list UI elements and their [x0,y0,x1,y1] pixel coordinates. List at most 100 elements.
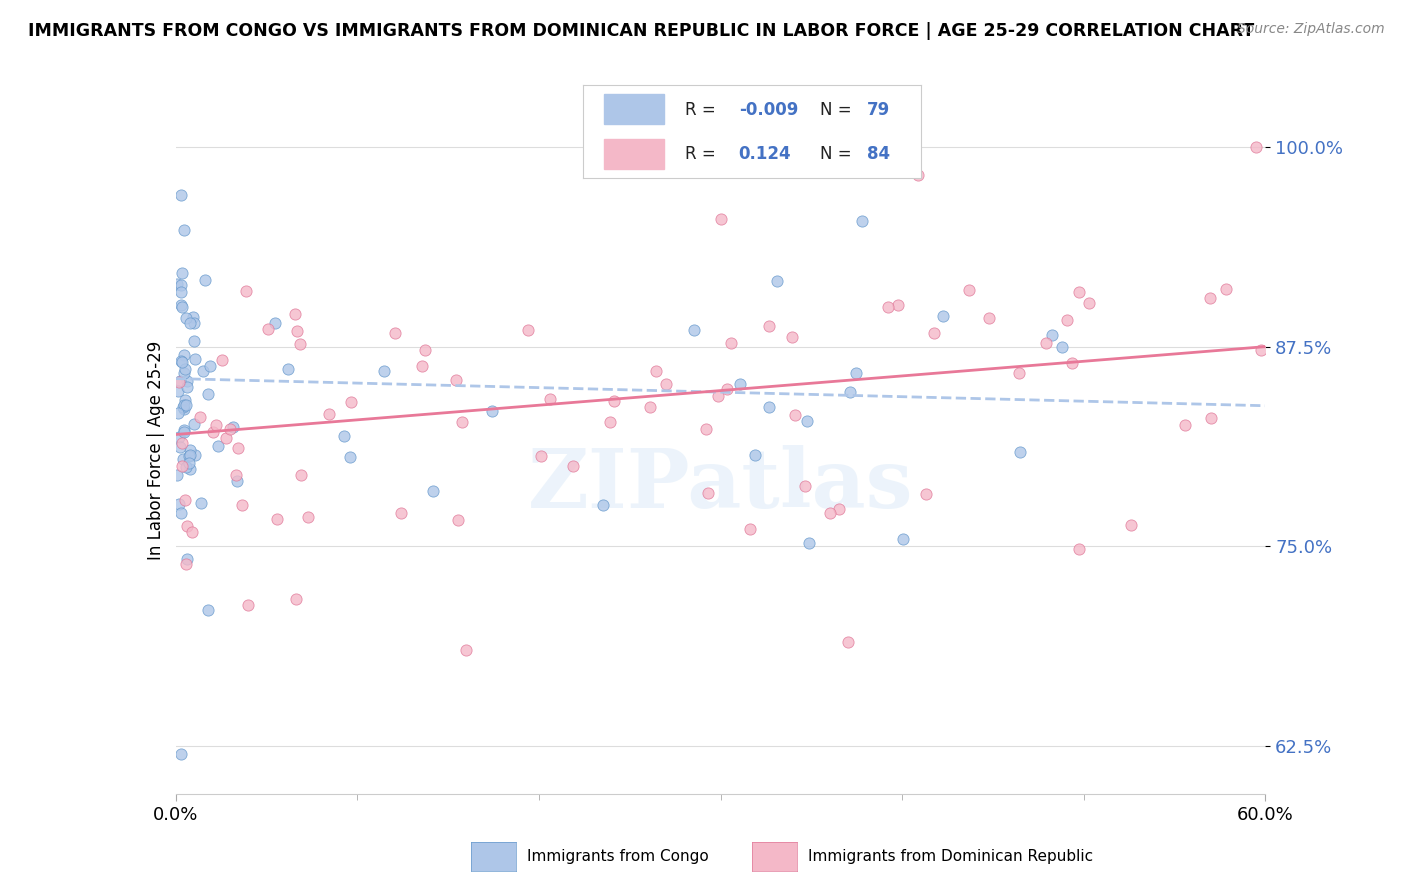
Point [887,297,910,311]
Point [226,475,249,489]
Text: 79: 79 [868,101,890,119]
Point [780,330,803,344]
Text: N =: N = [820,101,851,119]
Point [174,362,197,376]
Point [638,400,661,414]
Point [183,334,205,349]
Point [695,422,717,436]
Point [183,417,205,432]
Point [173,348,195,362]
Point [288,337,311,351]
Point [193,364,215,378]
Point [176,374,198,388]
Point [207,439,229,453]
Point [205,418,228,433]
Point [728,377,751,392]
Point [1278,402,1301,417]
Point [1286,238,1309,252]
Point [654,377,676,392]
Point [1056,313,1078,327]
Point [174,557,197,571]
Point [172,300,194,314]
Point [456,643,478,657]
Point [170,277,193,292]
Point [176,552,198,566]
Point [1067,285,1090,300]
Point [211,353,233,368]
Point [1050,340,1073,354]
Point [450,415,472,429]
Point [1042,327,1064,342]
Point [170,458,193,473]
Point [297,510,319,524]
Y-axis label: In Labor Force | Age 25-29: In Labor Force | Age 25-29 [146,341,165,560]
Point [1008,366,1031,380]
Point [924,326,946,340]
Point [179,462,201,476]
Point [766,274,789,288]
Point [170,354,193,368]
Point [194,273,217,287]
Point [530,449,553,463]
Point [170,507,193,521]
Point [190,496,212,510]
Point [411,359,433,374]
Point [284,307,307,321]
Point [851,214,873,228]
Point [174,492,197,507]
Point [373,364,395,378]
Point [181,525,204,540]
Point [169,298,191,312]
Point [198,359,221,373]
Point [179,448,201,462]
Point [170,187,193,202]
Point [174,392,197,407]
Point [758,400,780,414]
Point [339,395,361,409]
Point [170,747,193,761]
Point [339,450,361,464]
Point [172,451,194,466]
Point [1198,291,1220,305]
Point [603,393,626,408]
Point [707,389,730,403]
Point [179,316,201,330]
Point [166,406,188,420]
Point [181,310,204,324]
Point [169,440,191,454]
Point [184,352,207,367]
Point [932,309,955,323]
Text: Immigrants from Congo: Immigrants from Congo [527,849,709,863]
Point [1278,311,1301,326]
Text: 84: 84 [868,145,890,162]
Point [915,487,938,501]
Bar [603,95,665,124]
Point [447,513,470,527]
Point [170,355,193,369]
Point [1060,356,1083,370]
Text: Source: ZipAtlas.com: Source: ZipAtlas.com [1237,22,1385,37]
Point [238,598,260,612]
Point [173,398,195,412]
Point [169,375,191,389]
Point [1250,343,1272,357]
Point [318,408,340,422]
Text: Immigrants from Dominican Republic: Immigrants from Dominican Republic [808,849,1094,863]
Point [176,519,198,533]
Point [284,591,307,606]
Point [169,375,191,389]
Point [170,285,193,299]
Point [183,316,205,330]
Point [837,635,859,649]
Point [176,379,198,393]
Bar [603,139,665,169]
Text: 0.124: 0.124 [738,145,792,162]
Point [179,456,201,470]
Point [188,410,211,425]
Point [384,326,406,340]
Point [277,362,299,376]
Point [1270,390,1292,404]
Point [876,300,898,314]
Point [197,387,219,401]
Point [176,398,198,412]
